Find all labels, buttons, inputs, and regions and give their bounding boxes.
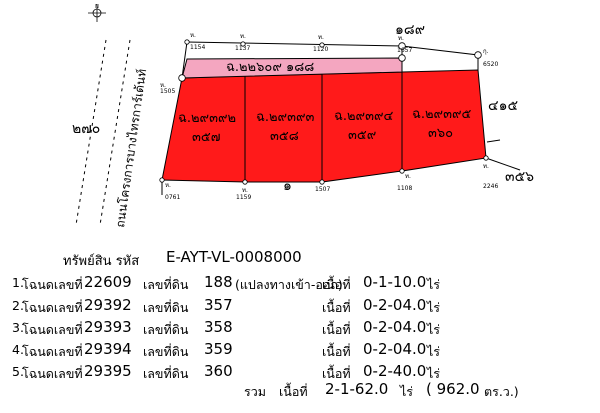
deed-row-note: (แปลงทางเข้า-ออก) (235, 277, 343, 292)
point-code: ท. (242, 187, 248, 194)
deed-row-parcel-no: 188 (204, 273, 233, 291)
lot-359 (321, 71, 403, 183)
deed-row-area: 0-2-04.0 (363, 340, 427, 358)
point-number: 1120 (313, 46, 328, 53)
deed-row-deed-label: โฉนดเลขที่ (22, 344, 83, 359)
deed-row-unit: ไร่ (427, 277, 441, 292)
deed-row-area-label: เนื้อที่ (322, 277, 351, 292)
point-code: ท. (318, 34, 324, 41)
deed-row-parcel-no: 360 (204, 362, 233, 380)
deed-row-area-label: เนื้อที่ (322, 344, 351, 359)
point-number: 0761 (165, 194, 180, 201)
deed-row-unit: ไร่ (427, 366, 441, 381)
deed-row-deed-label: โฉนดเลขที่ (22, 322, 83, 337)
southeast-neighbor-number: ๓๕๖ (505, 169, 534, 185)
total-sqw: ( 962.0 (426, 380, 480, 398)
point-number: 1159 (236, 194, 251, 201)
point-number: 6520 (483, 61, 498, 68)
lot-parcel-label: ๓๕๘ (270, 129, 299, 144)
deed-row-idx: 5. (12, 364, 24, 379)
deed-row-parcel-label: เลขที่ดิน (143, 277, 189, 292)
access-strip-188 (181, 57, 403, 79)
deed-row-parcel-label: เลขที่ดิน (143, 322, 189, 337)
compass-icon: N (88, 4, 106, 22)
road-name-label: ถนนโครงการบางไทรการ์เด้นท์ (113, 68, 149, 228)
west-neighbor-number: ๒๗๐ (72, 121, 100, 137)
deed-row-unit: ไร่ (427, 300, 441, 315)
survey-points (159, 39, 489, 185)
deed-row-idx: 2. (12, 298, 24, 313)
deed-row-area-label: เนื้อที่ (322, 322, 351, 337)
total-label: รวม (244, 384, 266, 399)
point-code: ท. (483, 163, 489, 170)
lot-deed-label: ฉ.๒๙๓๙๓ (256, 110, 314, 125)
lot-parcel-label: ๓๕๗ (192, 130, 221, 145)
deed-row-area-label: เนื้อที่ (322, 366, 351, 381)
point-number: 1657 (397, 47, 412, 54)
deed-row-deed-no: 29393 (84, 318, 132, 336)
point-number: 1505 (160, 88, 175, 95)
deed-row-deed-label: โฉนดเลขที่ (22, 277, 83, 292)
east-neighbor-number: ๔๑๕ (488, 98, 518, 114)
deed-row-parcel-label: เลขที่ดิน (143, 300, 189, 315)
deed-info-panel: ทรัพย์สิน รหัส E-AYT-VL-0008000 1. โฉนดเล… (0, 236, 600, 413)
deed-row-parcel-label: เลขที่ดิน (143, 366, 189, 381)
point-code: ท. (398, 35, 404, 42)
total-unit: ไร่ (400, 384, 414, 399)
deed-row-unit: ไร่ (427, 322, 441, 337)
deed-row-parcel-no: 357 (204, 296, 233, 314)
deed-row-unit: ไร่ (427, 344, 441, 359)
point-number: 1507 (315, 186, 330, 193)
deed-row-area: 0-2-04.0 (363, 318, 427, 336)
deed-row-deed-no: 22609 (84, 273, 132, 291)
point-code: ห. (190, 32, 196, 39)
asset-code-label: ทรัพย์สิน รหัส (63, 254, 140, 269)
north-neighbor-number: ๑๘๙ (395, 22, 425, 38)
total-sqw-unit: ตร.ว.) (484, 384, 519, 399)
deed-row-deed-no: 29395 (84, 362, 132, 380)
compass-label: N (95, 4, 99, 10)
total-area-label: เนื้อที่ (279, 384, 308, 399)
lot-parcel-label: ๓๖๐ (428, 126, 453, 141)
lot-deed-label: ฉ.๒๙๓๙๕ (412, 107, 471, 122)
deed-row-area: 0-2-04.0 (363, 296, 427, 314)
deed-row-parcel-no: 358 (204, 318, 233, 336)
lot-deed-label: ฉ.๒๙๓๙๔ (334, 109, 393, 124)
lot-parcel-label: ๓๕๙ (348, 128, 376, 143)
deed-row-idx: 4. (12, 342, 24, 357)
deed-row-area: 0-2-40.0 (363, 362, 427, 380)
deed-row-parcel-label: เลขที่ดิน (143, 344, 189, 359)
point-number: 1137 (235, 45, 250, 52)
deed-row-area-label: เนื้อที่ (322, 300, 351, 315)
point-number: 1154 (190, 44, 205, 51)
point-number: 1108 (397, 185, 412, 192)
point-code: กุ. (483, 48, 489, 55)
point-number: 2246 (483, 183, 498, 190)
point-code: ห. (165, 182, 171, 189)
total-area: 2-1-62.0 (325, 380, 389, 398)
deed-row-parcel-no: 359 (204, 340, 233, 358)
deed-row-deed-label: โฉนดเลขที่ (22, 366, 83, 381)
lot-deed-label: ฉ.๒๙๓๙๒ (178, 111, 236, 126)
access-strip-label: ฉ.๒๒๖๐๙ ๑๘๘ (226, 60, 314, 75)
deed-row-idx: 3. (12, 320, 24, 335)
land-plot-map: N ถนนโครงการบางไทรการ์เด้นท์ ๑๘๙ ๒๗๐ ๔๑๕… (72, 4, 534, 228)
asset-code: E-AYT-VL-0008000 (166, 248, 302, 266)
point-code: ท. (405, 173, 411, 180)
point-code: ท. (240, 33, 246, 40)
deed-row-area: 0-1-10.0 (363, 273, 427, 291)
road-dashed-lines (75, 39, 131, 226)
deed-row-deed-no: 29394 (84, 340, 132, 358)
deed-row-idx: 1. (12, 275, 24, 290)
south-neighbor-number: ๑ (283, 178, 292, 194)
deed-row-deed-no: 29392 (84, 296, 132, 314)
lot-358 (244, 73, 323, 183)
deed-row-deed-label: โฉนดเลขที่ (22, 300, 83, 315)
point-code: ห. (160, 82, 166, 89)
